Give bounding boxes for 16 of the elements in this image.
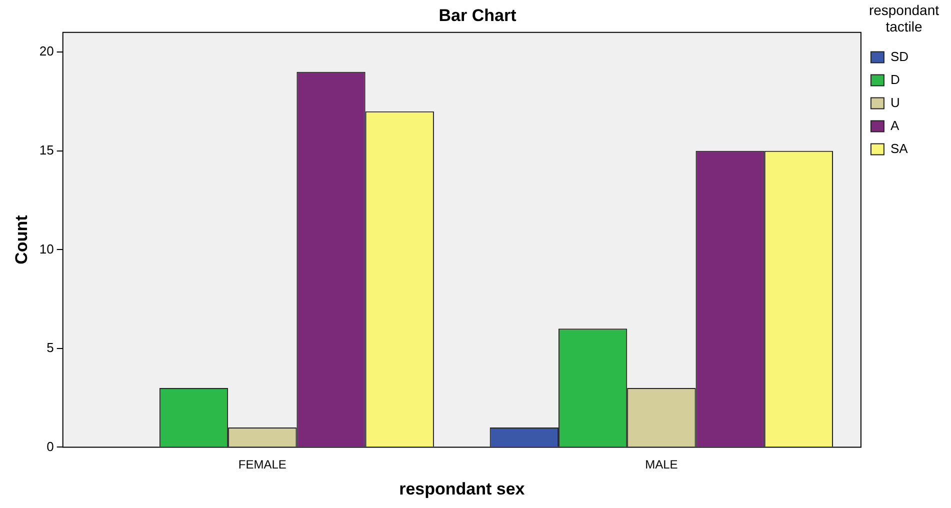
chart-title: Bar Chart (438, 6, 517, 25)
legend-title: respondant tactile (868, 2, 940, 35)
x-axis-title: respondant sex (399, 479, 526, 498)
y-tick-label: 15 (39, 142, 54, 158)
legend-label: D (890, 72, 900, 87)
y-tick-label: 10 (39, 241, 54, 256)
legend-label: A (890, 118, 900, 133)
y-tick-label: 5 (46, 340, 54, 356)
y-tick-label: 0 (46, 438, 54, 454)
x-tick-label: FEMALE (238, 458, 286, 472)
legend-label: U (890, 94, 900, 110)
legend-label: SA (890, 140, 908, 156)
y-axis-title: Count (12, 214, 31, 264)
x-tick-label: MALE (645, 458, 678, 472)
legend-label: SD (890, 48, 909, 64)
y-tick-label: 20 (39, 44, 54, 59)
